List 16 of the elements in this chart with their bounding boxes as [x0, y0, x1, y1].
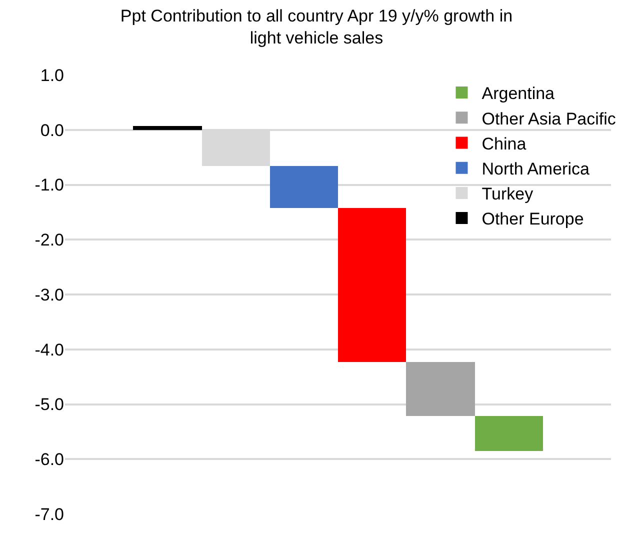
- legend-label: North America: [482, 159, 590, 178]
- chart-title: Ppt Contribution to all country Apr 19 y/y% growth in light vehicle sales: [120, 6, 513, 48]
- legend-label: Other Europe: [482, 210, 584, 229]
- legend-label: Turkey: [482, 184, 534, 204]
- legend-label: Other Asia Pacific: [482, 109, 616, 128]
- y-tick-label: 0.0: [40, 120, 64, 140]
- y-tick-label: -6.0: [34, 450, 64, 470]
- y-tick-label: -1.0: [34, 176, 64, 195]
- legend-label: China: [482, 134, 527, 154]
- y-tick-label: -3.0: [34, 285, 64, 304]
- y-tick-label: -7.0: [34, 504, 64, 524]
- legend-label: Argentina: [482, 84, 556, 104]
- y-tick-label: -5.0: [34, 395, 64, 414]
- y-tick-label: 1.0: [40, 66, 64, 85]
- y-tick-label: -4.0: [34, 340, 64, 360]
- y-tick-label: -2.0: [34, 230, 64, 250]
